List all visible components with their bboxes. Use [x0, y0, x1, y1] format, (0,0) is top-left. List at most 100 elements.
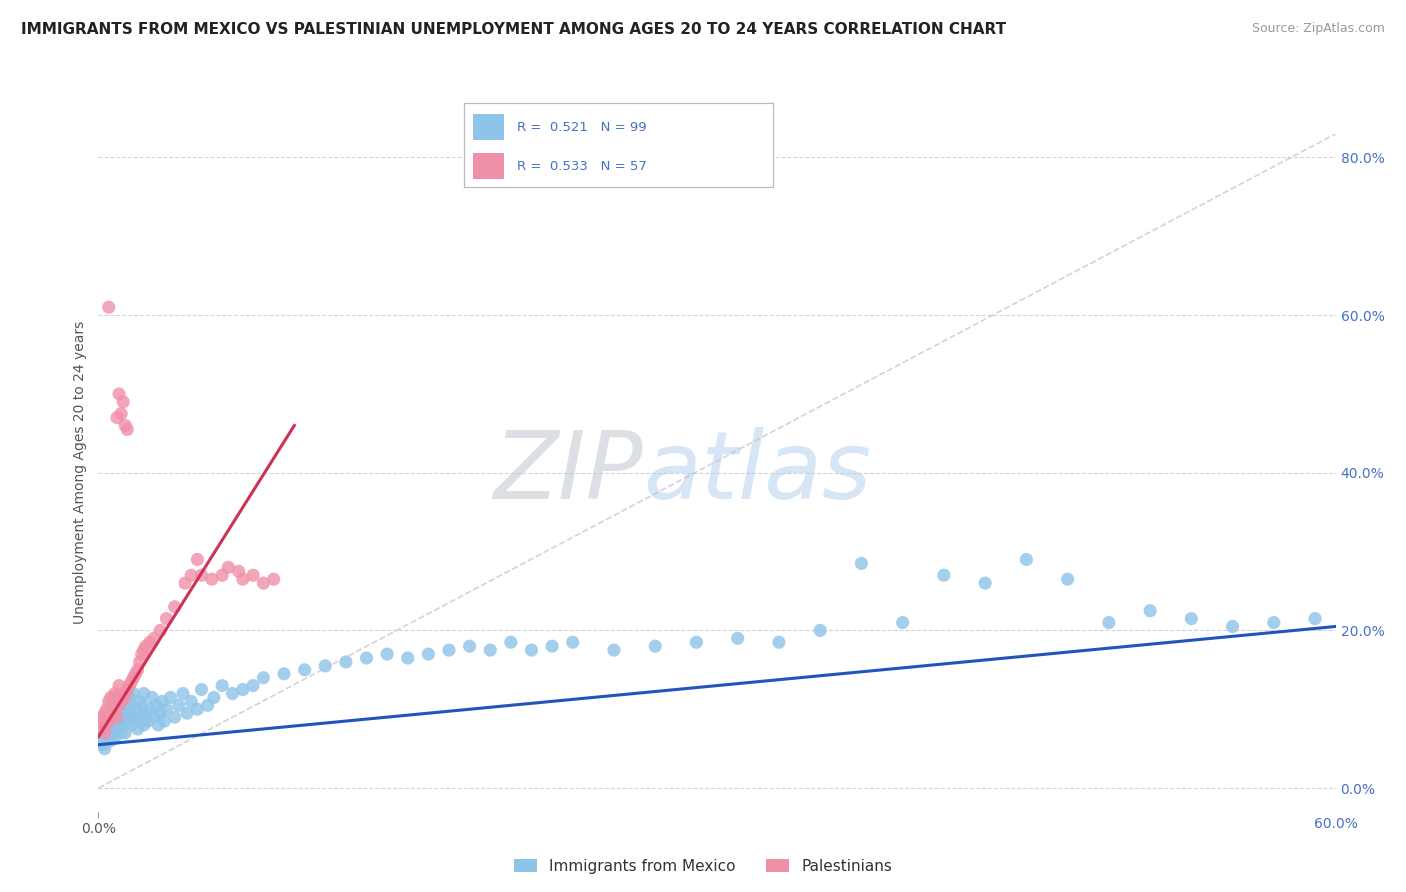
Point [1263, 615, 1285, 630]
Point [120, 698, 142, 713]
Point [91, 738, 114, 752]
Text: R =  0.521   N = 99: R = 0.521 N = 99 [516, 120, 647, 134]
Point [242, 679, 264, 693]
Legend: Immigrants from Mexico, Palestinians: Immigrants from Mexico, Palestinians [508, 853, 898, 880]
Point [479, 643, 502, 657]
Point [356, 651, 378, 665]
Point [141, 690, 163, 705]
Point [252, 576, 274, 591]
Point [603, 643, 626, 657]
Point [112, 394, 135, 409]
Point [128, 655, 150, 669]
Point [122, 710, 145, 724]
Point [96, 718, 118, 732]
Point [1056, 572, 1078, 586]
Text: ZIP: ZIP [494, 427, 643, 518]
Point [122, 671, 145, 685]
Point [110, 407, 132, 421]
Point [112, 718, 135, 732]
Point [131, 698, 153, 713]
Point [186, 702, 208, 716]
Point [97, 300, 120, 314]
Point [273, 666, 295, 681]
Y-axis label: Unemployment Among Ages 20 to 24 years: Unemployment Among Ages 20 to 24 years [73, 321, 87, 624]
Point [1098, 615, 1121, 630]
Point [104, 730, 127, 744]
Point [132, 686, 155, 700]
Point [108, 679, 131, 693]
Point [120, 674, 142, 689]
Point [163, 710, 186, 724]
Point [153, 714, 176, 728]
Point [232, 572, 254, 586]
Point [139, 702, 162, 716]
Point [89, 722, 111, 736]
Point [1139, 604, 1161, 618]
Point [418, 647, 440, 661]
Point [118, 690, 141, 705]
Point [252, 671, 274, 685]
Point [149, 624, 172, 638]
Point [145, 698, 167, 713]
Point [124, 714, 146, 728]
Point [202, 690, 225, 705]
Point [143, 710, 166, 724]
Point [108, 702, 131, 716]
Point [91, 714, 114, 728]
Text: R =  0.533   N = 57: R = 0.533 N = 57 [516, 160, 647, 173]
Point [124, 666, 146, 681]
Point [159, 690, 181, 705]
Point [232, 682, 254, 697]
Point [135, 639, 157, 653]
Point [155, 702, 177, 716]
Point [89, 733, 111, 747]
Point [176, 706, 198, 721]
Point [101, 706, 124, 721]
Point [97, 694, 120, 708]
Point [174, 576, 197, 591]
Point [211, 568, 233, 582]
Point [167, 698, 190, 713]
Point [396, 651, 419, 665]
Point [96, 702, 118, 716]
Point [974, 576, 997, 591]
Point [96, 730, 118, 744]
Point [127, 722, 149, 736]
Point [101, 698, 124, 713]
Point [104, 718, 127, 732]
Point [263, 572, 285, 586]
Point [100, 710, 122, 724]
Point [100, 690, 122, 705]
Point [851, 557, 873, 571]
Point [122, 686, 145, 700]
Point [105, 710, 128, 724]
Point [644, 639, 666, 653]
Point [105, 690, 128, 705]
Point [104, 702, 127, 716]
Point [211, 679, 233, 693]
Point [93, 741, 115, 756]
Text: atlas: atlas [643, 427, 872, 518]
Point [891, 615, 914, 630]
Point [93, 706, 115, 721]
FancyBboxPatch shape [474, 114, 505, 140]
Point [1015, 552, 1038, 566]
Point [97, 710, 120, 724]
Point [149, 706, 172, 721]
Point [127, 663, 149, 677]
Point [685, 635, 707, 649]
Point [190, 682, 212, 697]
Point [499, 635, 522, 649]
Point [135, 706, 157, 721]
Point [112, 686, 135, 700]
Point [114, 726, 136, 740]
Point [136, 714, 159, 728]
Point [148, 718, 170, 732]
Point [375, 647, 398, 661]
Point [105, 710, 128, 724]
Point [201, 572, 224, 586]
Point [221, 686, 243, 700]
Point [114, 418, 136, 433]
Point [114, 690, 136, 705]
Point [458, 639, 481, 653]
